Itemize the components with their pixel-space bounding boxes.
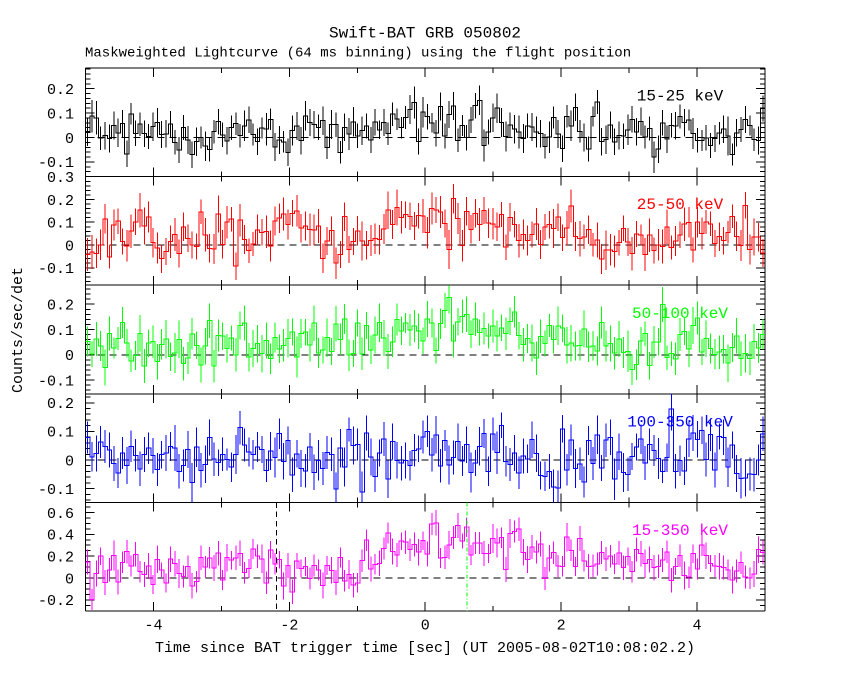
svg-text:0.3: 0.3 [47, 170, 74, 187]
svg-text:50-100 keV: 50-100 keV [632, 305, 728, 323]
svg-text:Counts/sec/det: Counts/sec/det [10, 267, 27, 393]
svg-text:Time since BAT trigger time [s: Time since BAT trigger time [sec] (UT 20… [155, 640, 695, 657]
svg-text:-0.1: -0.1 [38, 155, 74, 172]
svg-text:0.2: 0.2 [47, 549, 74, 566]
svg-text:15-25 keV: 15-25 keV [637, 88, 724, 106]
svg-text:0: 0 [65, 348, 74, 365]
svg-text:0.6: 0.6 [47, 506, 74, 523]
svg-text:0.1: 0.1 [47, 106, 74, 123]
svg-text:100-350 keV: 100-350 keV [627, 413, 733, 431]
svg-text:0: 0 [65, 571, 74, 588]
svg-text:0.2: 0.2 [47, 298, 74, 315]
svg-text:25-50 keV: 25-50 keV [637, 196, 724, 214]
svg-text:0.2: 0.2 [47, 193, 74, 210]
svg-text:-0.1: -0.1 [38, 482, 74, 499]
svg-text:-0.2: -0.2 [38, 593, 74, 610]
svg-text:-2: -2 [280, 618, 298, 635]
svg-text:0: 0 [65, 238, 74, 255]
svg-text:Swift-BAT GRB 050802: Swift-BAT GRB 050802 [329, 25, 521, 43]
svg-text:-4: -4 [144, 618, 162, 635]
svg-text:-0.1: -0.1 [38, 373, 74, 390]
svg-text:0.2: 0.2 [47, 396, 74, 413]
svg-text:0: 0 [65, 453, 74, 470]
svg-text:Maskweighted Lightcurve (64 ms: Maskweighted Lightcurve (64 ms binning) … [85, 46, 631, 62]
svg-text:0.4: 0.4 [47, 528, 74, 545]
svg-text:0.1: 0.1 [47, 425, 74, 442]
svg-text:15-350 keV: 15-350 keV [632, 522, 728, 540]
svg-text:-0.1: -0.1 [38, 261, 74, 278]
svg-text:0: 0 [421, 618, 430, 635]
svg-text:0.1: 0.1 [47, 323, 74, 340]
svg-text:0.2: 0.2 [47, 82, 74, 99]
svg-text:2: 2 [557, 618, 566, 635]
svg-text:4: 4 [693, 618, 702, 635]
svg-text:0: 0 [65, 131, 74, 148]
svg-text:0.1: 0.1 [47, 216, 74, 233]
